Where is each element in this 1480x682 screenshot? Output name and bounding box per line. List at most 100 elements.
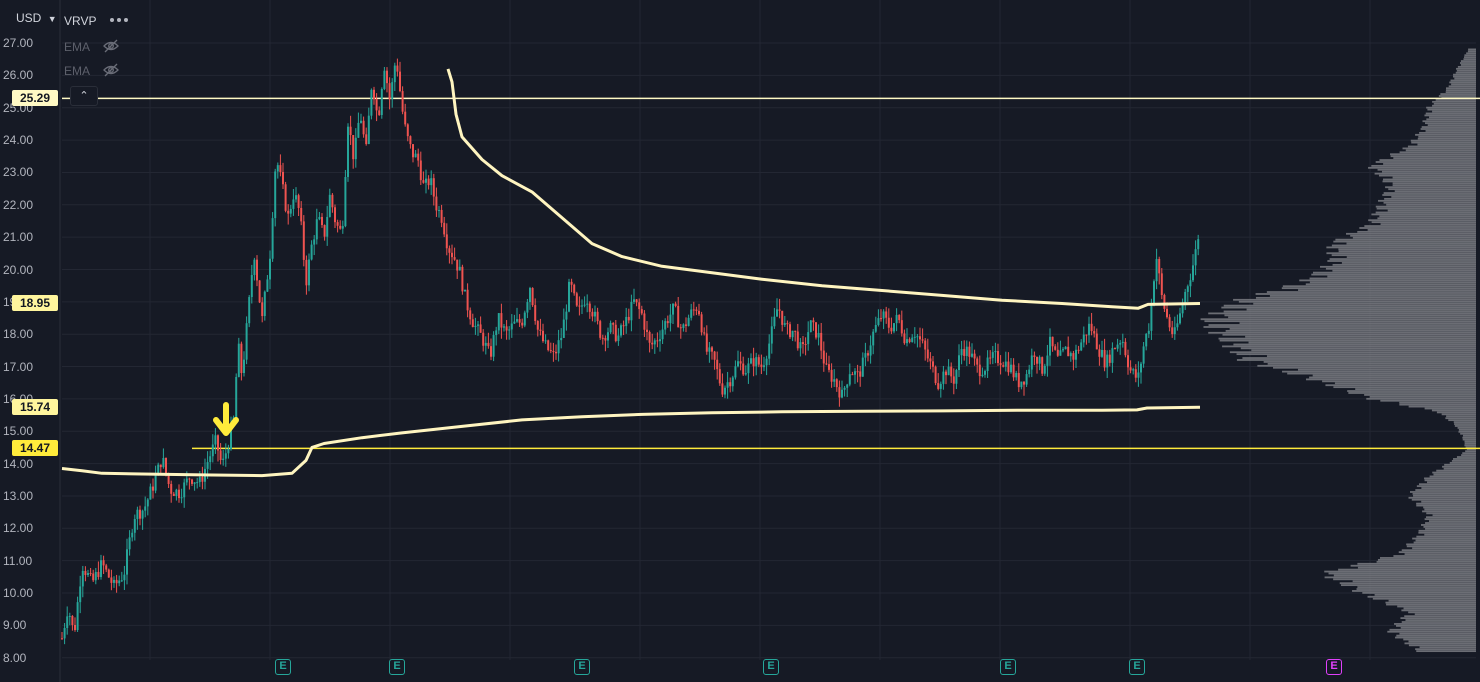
volume-profile-bar <box>1357 562 1476 565</box>
ema-long-line <box>61 405 1201 478</box>
earnings-marker[interactable]: E <box>1129 659 1145 675</box>
volume-profile-bar <box>1464 54 1476 57</box>
more-dots-icon[interactable] <box>109 13 129 27</box>
volume-profile-bar <box>1416 650 1476 653</box>
ema-lines[interactable] <box>61 68 1201 478</box>
volume-profile-bar <box>1383 178 1476 181</box>
volume-profile-bar <box>1378 174 1476 177</box>
earnings-marker[interactable]: E <box>389 659 405 675</box>
candle-body <box>1166 308 1168 318</box>
candle-body <box>300 207 303 222</box>
price-tick-label: 23.00 <box>3 165 34 180</box>
candle-body <box>729 382 732 387</box>
volume-profile-bar <box>1364 394 1476 396</box>
earnings-marker[interactable]: E <box>275 659 291 675</box>
horizontal-levels[interactable] <box>62 97 1480 450</box>
candle-body <box>362 120 365 135</box>
volume-profile-bar <box>1468 48 1476 51</box>
candle-body <box>601 337 604 339</box>
volume-profile-bar <box>1309 281 1476 284</box>
candle-body <box>1004 361 1007 367</box>
price-tag-label[interactable]: 14.47 <box>12 440 58 457</box>
candle-body <box>1062 349 1064 351</box>
volume-profile-bar <box>1327 260 1476 262</box>
eye-off-icon[interactable] <box>102 39 120 53</box>
volume-profile-bar <box>1408 496 1476 499</box>
candle-body <box>778 309 781 311</box>
indicator-vrvp-label[interactable]: VRVP <box>64 14 97 28</box>
candle-body <box>711 347 713 352</box>
candle-body <box>575 293 578 306</box>
earnings-marker[interactable]: E <box>763 659 779 675</box>
candle-body <box>687 317 690 326</box>
volume-profile-bar <box>1460 432 1476 435</box>
candle-body <box>464 289 466 292</box>
candle-body <box>1132 369 1135 371</box>
candle-body <box>248 297 251 324</box>
candle-body <box>378 110 381 116</box>
indicator-ema-label-1[interactable]: EMA <box>64 40 91 54</box>
candle-body <box>453 257 456 260</box>
candle-body <box>146 499 149 507</box>
indicator-ema-label-2[interactable]: EMA <box>64 64 91 78</box>
candle-body <box>900 320 903 334</box>
earnings-marker[interactable]: E <box>1000 659 1016 675</box>
candle-body <box>976 358 979 365</box>
candle-body <box>716 359 719 370</box>
price-tag-label[interactable]: 25.29 <box>12 90 58 107</box>
volume-profile-bar <box>1203 326 1476 328</box>
candle-body <box>318 216 321 220</box>
volume-profile-bar <box>1379 215 1476 218</box>
volume-profile-bar <box>1263 361 1476 363</box>
candle-body <box>531 288 534 306</box>
candle-body <box>1108 354 1111 363</box>
volume-profile-bar <box>1426 516 1476 519</box>
candle-body <box>357 122 360 138</box>
volume-profile-bar <box>1376 207 1476 210</box>
candlestick-series[interactable] <box>61 58 1200 645</box>
candle-body <box>508 329 511 331</box>
volume-profile-bar <box>1399 151 1476 154</box>
currency-selector[interactable]: USD ▼ <box>16 11 57 25</box>
candle-body <box>817 332 820 338</box>
candle-body <box>1181 304 1184 314</box>
volume-profile-bar <box>1382 194 1476 196</box>
candle-body <box>406 124 409 137</box>
volume-profile-bar <box>1412 547 1476 550</box>
candle-body <box>66 616 69 628</box>
candle-body <box>570 281 573 285</box>
volume-profile-bar <box>1445 417 1476 420</box>
candle-body <box>757 357 760 365</box>
volume-profile-bar <box>1426 481 1476 484</box>
candle-body <box>1007 361 1010 373</box>
annotation-arrow[interactable] <box>213 402 239 436</box>
candle-body <box>776 309 778 317</box>
chevron-up-icon: ⌃ <box>79 90 89 102</box>
eye-off-icon[interactable] <box>102 63 120 77</box>
earnings-marker[interactable]: E <box>574 659 590 675</box>
candle-body <box>677 305 680 328</box>
candle-body <box>347 126 349 177</box>
volume-profile-bar <box>1392 184 1476 187</box>
earnings-marker[interactable]: E <box>1326 659 1342 675</box>
candle-body <box>131 532 134 538</box>
volume-profile-bar <box>1415 489 1476 491</box>
volume-profile-bar <box>1338 248 1476 251</box>
candle-body <box>1059 350 1062 356</box>
price-tag-label[interactable]: 18.95 <box>12 295 58 312</box>
candle-body <box>750 358 752 364</box>
candle-body <box>950 366 953 377</box>
candle-body <box>1038 357 1041 364</box>
candle-body <box>1171 327 1174 335</box>
candle-body <box>804 344 807 346</box>
price-tick-label: 20.00 <box>3 262 34 277</box>
price-tag-label[interactable]: 15.74 <box>12 399 58 416</box>
candle-body <box>206 462 209 469</box>
volume-profile-bar <box>1423 506 1476 509</box>
candle-body <box>690 309 693 318</box>
candle-body <box>284 184 287 211</box>
collapse-legend-button[interactable]: ⌃ <box>70 86 98 106</box>
volume-profile-bar <box>1418 531 1476 534</box>
